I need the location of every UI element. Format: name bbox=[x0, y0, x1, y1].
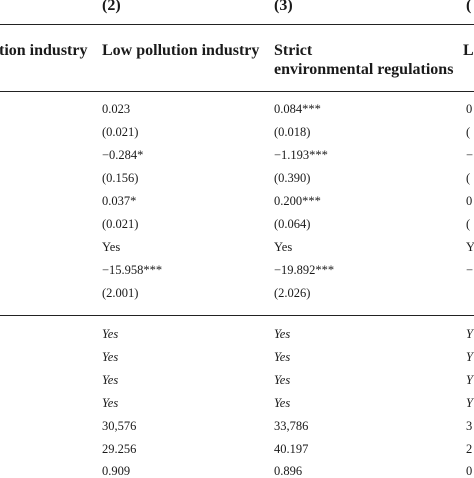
header-divider-rule bbox=[0, 24, 474, 25]
col4-cell: ( bbox=[466, 125, 471, 139]
col3-cell: Yes bbox=[274, 350, 291, 364]
col3-cell: (0.018) bbox=[274, 125, 311, 139]
col3-number: (3) bbox=[274, 0, 293, 14]
col4-cell: Y bbox=[466, 373, 473, 387]
col4-number: ( bbox=[466, 0, 472, 14]
col2-cell: (0.156) bbox=[102, 171, 139, 185]
col3-cell: −19.892*** bbox=[274, 263, 335, 277]
col3-cell: (0.390) bbox=[274, 171, 311, 185]
col2-cell: 0.023 bbox=[102, 102, 131, 116]
col2-cell: 29.256 bbox=[102, 442, 137, 456]
col4-cell: ( bbox=[466, 171, 471, 185]
col2-cell: Yes bbox=[102, 327, 119, 341]
col2-number: (2) bbox=[102, 0, 121, 14]
col3-cell: 33,786 bbox=[274, 419, 309, 433]
col3-cell: (2.026) bbox=[274, 286, 311, 300]
col4-cell: 3 bbox=[466, 419, 473, 433]
col3-header-line1: Strict bbox=[274, 42, 313, 59]
col2-cell: 30,576 bbox=[102, 419, 137, 433]
col3-cell: 0.896 bbox=[274, 464, 303, 478]
col2-cell: Yes bbox=[102, 373, 119, 387]
col2-cell: (2.001) bbox=[102, 286, 139, 300]
col2-cell: Yes bbox=[102, 240, 121, 254]
col4-cell: 0 bbox=[466, 194, 473, 208]
col4-cell: − bbox=[466, 148, 474, 162]
col3-cell: 0.084*** bbox=[274, 102, 321, 116]
col4-header: L bbox=[463, 42, 474, 59]
col3-cell: 0.200*** bbox=[274, 194, 321, 208]
col3-cell: Yes bbox=[274, 240, 293, 254]
col4-cell: Y bbox=[466, 396, 473, 410]
col2-cell: (0.021) bbox=[102, 125, 139, 139]
col2-cell: Yes bbox=[102, 396, 119, 410]
col3-cell: Yes bbox=[274, 373, 291, 387]
col4-cell: Y bbox=[466, 240, 474, 254]
col3-cell: (0.064) bbox=[274, 217, 311, 231]
col3-cell: Yes bbox=[274, 327, 291, 341]
col2-header: Low pollution industry bbox=[102, 42, 260, 59]
col2-cell: −15.958*** bbox=[102, 263, 163, 277]
col4-cell: Y bbox=[466, 350, 473, 364]
col3-cell: −1.193*** bbox=[274, 148, 328, 162]
col4-cell: ( bbox=[466, 217, 471, 231]
col4-cell: − bbox=[466, 263, 474, 277]
col2-cell: (0.021) bbox=[102, 217, 139, 231]
col1-header: tion industry bbox=[0, 42, 88, 59]
col3-header-line2: environmental regulations bbox=[274, 61, 454, 78]
col3-cell: 40.197 bbox=[274, 442, 309, 456]
col2-cell: 0.037* bbox=[102, 194, 137, 208]
body-top-rule bbox=[0, 91, 474, 92]
body-middle-rule bbox=[0, 315, 474, 316]
col4-cell: 0 bbox=[466, 102, 473, 116]
col2-cell: −0.284* bbox=[102, 148, 144, 162]
col4-cell: Y bbox=[466, 327, 473, 341]
col3-cell: Yes bbox=[274, 396, 291, 410]
col2-cell: 0.909 bbox=[102, 464, 131, 478]
col4-cell: 0 bbox=[466, 464, 473, 478]
col4-cell: 2 bbox=[466, 442, 473, 456]
col2-cell: Yes bbox=[102, 350, 119, 364]
